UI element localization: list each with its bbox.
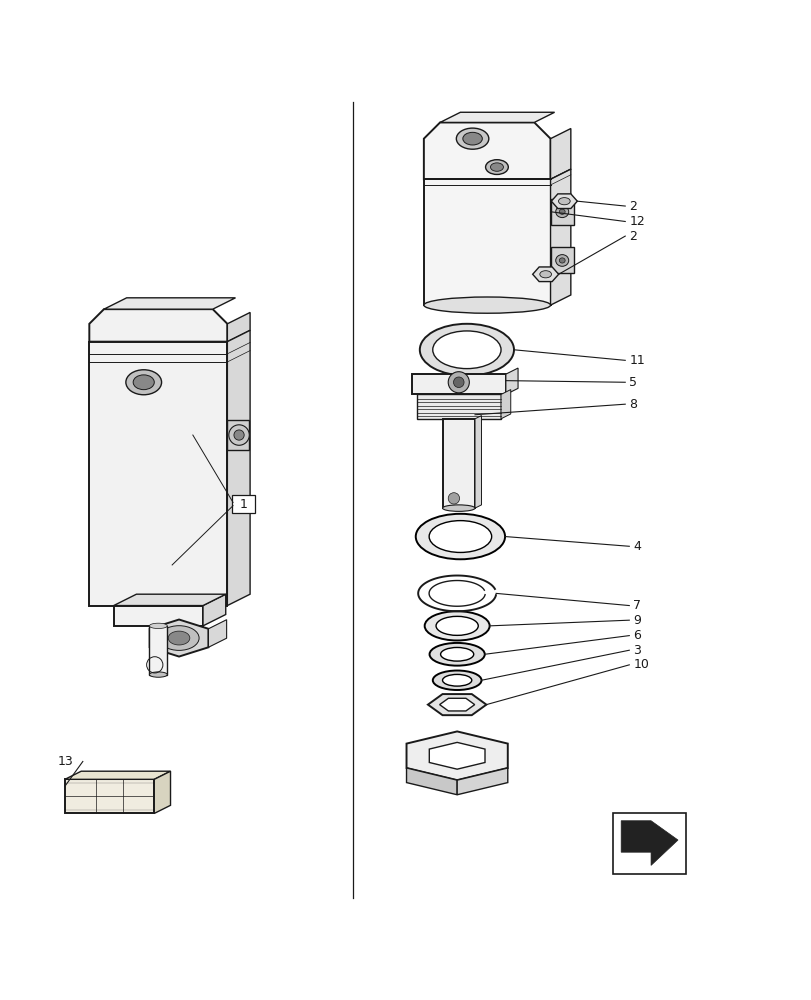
Ellipse shape [442, 505, 474, 511]
Ellipse shape [126, 370, 161, 395]
Polygon shape [620, 821, 677, 865]
Ellipse shape [133, 375, 154, 390]
Polygon shape [457, 768, 507, 795]
Polygon shape [550, 169, 570, 305]
Ellipse shape [555, 255, 568, 266]
Polygon shape [505, 368, 517, 394]
Ellipse shape [490, 163, 503, 171]
Ellipse shape [149, 623, 167, 629]
Polygon shape [114, 606, 203, 626]
Polygon shape [406, 768, 457, 795]
Text: 10: 10 [633, 658, 649, 671]
Polygon shape [532, 267, 558, 282]
Ellipse shape [159, 626, 199, 650]
Circle shape [448, 493, 459, 504]
Ellipse shape [423, 297, 550, 313]
Polygon shape [208, 620, 226, 647]
Text: 13: 13 [58, 755, 73, 768]
Text: 5: 5 [629, 376, 637, 389]
Polygon shape [416, 394, 500, 419]
Ellipse shape [415, 514, 504, 559]
Polygon shape [406, 731, 507, 780]
Text: 4: 4 [633, 540, 641, 553]
Polygon shape [149, 620, 208, 657]
Polygon shape [104, 298, 235, 309]
Text: 1: 1 [239, 498, 247, 511]
Circle shape [448, 372, 469, 393]
Circle shape [229, 425, 249, 445]
Polygon shape [149, 626, 167, 675]
Text: 3: 3 [633, 644, 641, 657]
Ellipse shape [440, 647, 473, 661]
Polygon shape [550, 129, 570, 179]
Polygon shape [439, 698, 474, 711]
Bar [612, 813, 685, 874]
Polygon shape [65, 771, 170, 779]
Ellipse shape [442, 674, 471, 686]
Ellipse shape [168, 631, 190, 645]
Ellipse shape [462, 132, 482, 145]
Polygon shape [65, 779, 154, 813]
Ellipse shape [432, 331, 500, 369]
Ellipse shape [485, 160, 508, 174]
Polygon shape [427, 694, 486, 715]
Polygon shape [154, 771, 170, 813]
Text: 8: 8 [629, 398, 637, 411]
Ellipse shape [558, 198, 569, 205]
Polygon shape [203, 594, 225, 626]
Polygon shape [500, 390, 510, 419]
Polygon shape [429, 742, 484, 769]
Circle shape [453, 377, 463, 388]
Text: 9: 9 [633, 614, 641, 627]
Text: 12: 12 [629, 215, 644, 228]
Polygon shape [89, 309, 227, 342]
Text: 7: 7 [633, 599, 641, 612]
Polygon shape [474, 416, 481, 508]
Polygon shape [550, 199, 573, 225]
Ellipse shape [149, 672, 167, 677]
Text: 2: 2 [629, 230, 637, 243]
Polygon shape [423, 122, 550, 179]
Circle shape [234, 430, 244, 440]
Ellipse shape [432, 671, 481, 690]
Text: 11: 11 [629, 354, 644, 367]
Ellipse shape [559, 209, 564, 214]
Polygon shape [114, 594, 225, 606]
Ellipse shape [424, 611, 489, 640]
Ellipse shape [429, 643, 484, 666]
Polygon shape [551, 194, 577, 208]
Polygon shape [411, 374, 505, 394]
Text: 6: 6 [633, 629, 641, 642]
Polygon shape [442, 419, 474, 508]
Ellipse shape [419, 324, 513, 376]
Polygon shape [423, 179, 550, 305]
Ellipse shape [555, 206, 568, 218]
FancyBboxPatch shape [232, 495, 255, 513]
Polygon shape [227, 330, 250, 606]
Polygon shape [440, 112, 554, 122]
Ellipse shape [559, 258, 564, 263]
Ellipse shape [428, 521, 491, 552]
Polygon shape [227, 312, 250, 342]
Ellipse shape [539, 271, 551, 278]
Text: 2: 2 [629, 200, 637, 213]
Ellipse shape [436, 616, 478, 635]
Ellipse shape [456, 128, 488, 149]
Polygon shape [550, 247, 573, 273]
Polygon shape [89, 342, 227, 606]
Polygon shape [227, 420, 249, 450]
